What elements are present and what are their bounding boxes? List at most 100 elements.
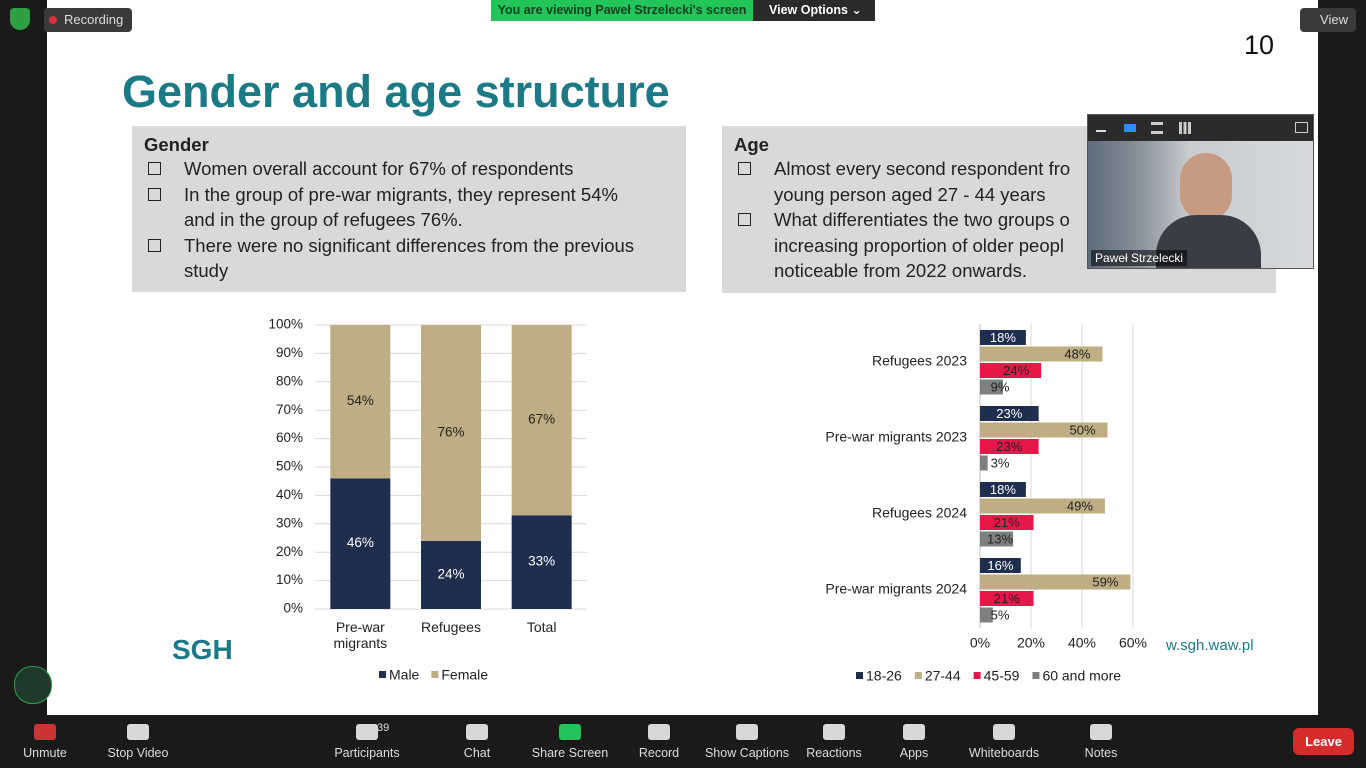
bullet-line: increasing proportion of older peopl (774, 234, 1065, 256)
legend-swatch (973, 672, 981, 679)
expand-icon[interactable] (1295, 122, 1308, 133)
value-label: 13% (987, 531, 1013, 546)
minimize-icon[interactable] (1096, 130, 1106, 132)
value-label: 18% (990, 330, 1016, 345)
y-tick-label: 10% (276, 572, 303, 587)
y-tick-label: 90% (276, 345, 303, 360)
annotate-button[interactable] (14, 666, 52, 704)
view-button[interactable]: View (1300, 8, 1356, 32)
url: w.sgh.waw.pl (1166, 637, 1254, 654)
x-tick-label: Total (526, 619, 557, 635)
value-label: 18% (990, 482, 1016, 497)
strip-icon[interactable] (1151, 122, 1163, 134)
legend-swatch (856, 672, 863, 679)
view-options-label: View Options (769, 3, 848, 17)
toolbar-button[interactable]: Stop Video (93, 720, 183, 760)
bullet: There were no significant differences fr… (144, 233, 674, 284)
bar (980, 330, 1026, 345)
age-heading: Age (734, 134, 769, 155)
toolbar-icon (903, 724, 925, 740)
toolbar-button[interactable]: Apps (869, 720, 959, 760)
value-label: 67% (528, 412, 555, 427)
toolbar-icon (559, 724, 581, 740)
toolbar-button[interactable]: Share Screen (525, 720, 615, 760)
bar-segment (421, 540, 481, 609)
x-tick-label: 0% (970, 635, 990, 651)
value-label: 23% (996, 406, 1022, 421)
y-tick-label: Refugees 2024 (872, 505, 967, 521)
video-toolbar[interactable] (1088, 115, 1313, 141)
toolbar-label: Unmute (23, 746, 67, 760)
view-options[interactable]: View Options ⌄ (753, 0, 875, 21)
bullet-line: Almost every second respondent fro (774, 158, 1071, 179)
toolbar-button[interactable]: Whiteboards (959, 720, 1049, 760)
y-tick-label: 0% (283, 601, 303, 616)
toolbar-icon (1090, 724, 1112, 740)
toolbar-button[interactable]: Show Captions (702, 720, 792, 760)
gender-heading: Gender (144, 134, 209, 155)
toolbar-button[interactable]: Reactions (789, 720, 879, 760)
leave-button[interactable]: Leave (1293, 728, 1354, 755)
participant-name: Paweł Strzelecki (1091, 250, 1188, 266)
toolbar-icon (823, 724, 845, 740)
charts: 0% 10% 20% 30% 40% 50% 60% 70% 80% 90% 100% 46% 54% 2… (268, 317, 1147, 684)
legend-label: 27-44 (925, 668, 961, 684)
toolbar-icon (127, 724, 149, 740)
y-tick-label: Pre-war migrants 2023 (825, 429, 967, 445)
bar (980, 574, 1131, 590)
bar (980, 455, 988, 471)
y-tick-label: 100% (268, 317, 303, 332)
bar-segment (511, 325, 572, 516)
toolbar-label: Share Screen (531, 746, 609, 760)
toolbar-label: Show Captions (704, 746, 790, 760)
toolbar-button[interactable]: Unmute (0, 720, 90, 760)
bar (980, 422, 1108, 438)
x-tick-label: 20% (1017, 635, 1045, 651)
y-tick-label: 60% (276, 430, 303, 445)
bar-segment (330, 478, 391, 609)
participant-count: 39 (377, 722, 390, 734)
value-label: 3% (991, 455, 1010, 470)
toolbar-button[interactable]: Notes (1056, 720, 1146, 760)
value-label: 48% (1064, 346, 1090, 361)
bar (980, 363, 1042, 378)
recording-badge[interactable]: Recording (44, 8, 133, 32)
toolbar-label: Participants (334, 746, 400, 760)
bullet: Women overall account for 67% of respond… (144, 156, 674, 182)
rec-dot (49, 16, 57, 24)
video-window: Paweł Strzelecki (1087, 114, 1314, 269)
bullet-line: There were no significant differences fr… (184, 234, 635, 256)
value-label: 24% (437, 566, 464, 581)
bar-segment (511, 515, 572, 609)
toolbar-label: Apps (899, 746, 929, 760)
value-label: 49% (1067, 498, 1093, 513)
x-tick-label: 60% (1119, 635, 1147, 651)
security-icon[interactable] (10, 8, 30, 30)
value-label: 5% (991, 607, 1010, 622)
grid-icon[interactable] (1179, 122, 1191, 134)
toolbar-button[interactable]: Chat (432, 720, 522, 760)
legend-swatch (379, 671, 386, 678)
y-tick-label: 20% (276, 544, 303, 559)
toolbar-label: Chat (463, 746, 491, 760)
bar-segment (330, 325, 391, 479)
toolbar-label: Stop Video (107, 746, 169, 760)
speaker-icon[interactable] (1124, 124, 1136, 132)
value-label: 21% (994, 591, 1020, 606)
bullet: In the group of pre-war migrants, they r… (144, 182, 674, 233)
value-label: 54% (347, 393, 374, 408)
toolbar-icon (736, 724, 758, 740)
toolbar-label: Whiteboards (968, 746, 1040, 760)
toolbar-button[interactable]: Record (614, 720, 704, 760)
toolbar: Leave Unmute Stop Video Participants 39 Chat… (0, 715, 1366, 768)
legend-label: Male (389, 667, 420, 683)
toolbar-button[interactable]: Participants 39 (322, 720, 412, 760)
y-tick-label: 80% (276, 373, 303, 388)
value-label: 50% (1069, 422, 1095, 437)
logo: SGH (172, 634, 233, 665)
slide-title: Gender and age structure (122, 66, 670, 117)
bullet-line: young person aged 27 - 44 years (774, 183, 1046, 205)
bar (980, 482, 1026, 497)
bar (980, 379, 1003, 395)
y-tick-label: Pre-war migrants 2024 (825, 581, 967, 597)
